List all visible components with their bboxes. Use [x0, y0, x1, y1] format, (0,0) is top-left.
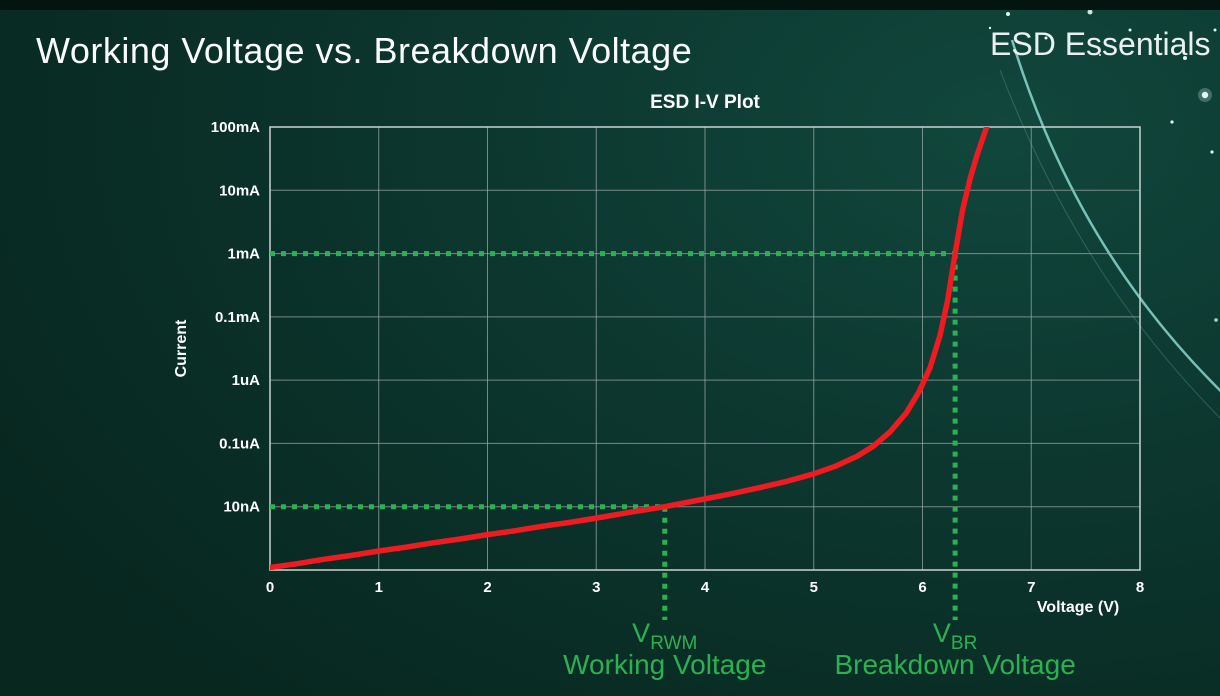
swoosh-curve — [1010, 39, 1220, 393]
y-tick-label: 0.1mA — [215, 309, 260, 326]
x-tick-label: 6 — [918, 579, 926, 596]
x-tick-label: 8 — [1136, 579, 1144, 596]
y-axis-title: Current — [173, 319, 190, 377]
y-tick-label: 100mA — [211, 119, 260, 136]
x-axis-title: Voltage (V) — [1037, 599, 1119, 616]
y-tick-label: 10nA — [223, 499, 260, 516]
iv-curve — [270, 127, 990, 570]
y-tick-label: 1mA — [227, 246, 260, 263]
x-tick-label: 4 — [701, 579, 710, 596]
y-tick-label: 10mA — [219, 182, 260, 199]
x-tick-label: 0 — [266, 579, 274, 596]
particle-dots — [988, 6, 1218, 322]
swoosh-curve-faint — [999, 69, 1220, 419]
annotation-caption-vrwm: Working Voltage — [563, 649, 766, 680]
x-tick-label: 3 — [592, 579, 600, 596]
annotation-symbol-vbr: VBR — [933, 618, 977, 654]
annotation-caption-vbr: Breakdown Voltage — [834, 649, 1075, 680]
x-tick-label: 2 — [483, 579, 491, 596]
x-tick-label: 1 — [375, 579, 383, 596]
brand-text: ESD Essentials — [990, 26, 1211, 62]
chart-title: ESD I-V Plot — [650, 92, 760, 113]
top-border-strip — [0, 0, 1220, 10]
plot-frame — [269, 126, 1141, 571]
x-tick-label: 7 — [1027, 579, 1035, 596]
y-tick-label: 0.1uA — [219, 435, 260, 452]
slide-title: Working Voltage vs. Breakdown Voltage — [36, 30, 693, 71]
annotation-symbol-vrwm: VRWM — [632, 618, 697, 654]
x-tick-label: 5 — [810, 579, 818, 596]
y-tick-label: 1uA — [232, 372, 261, 389]
